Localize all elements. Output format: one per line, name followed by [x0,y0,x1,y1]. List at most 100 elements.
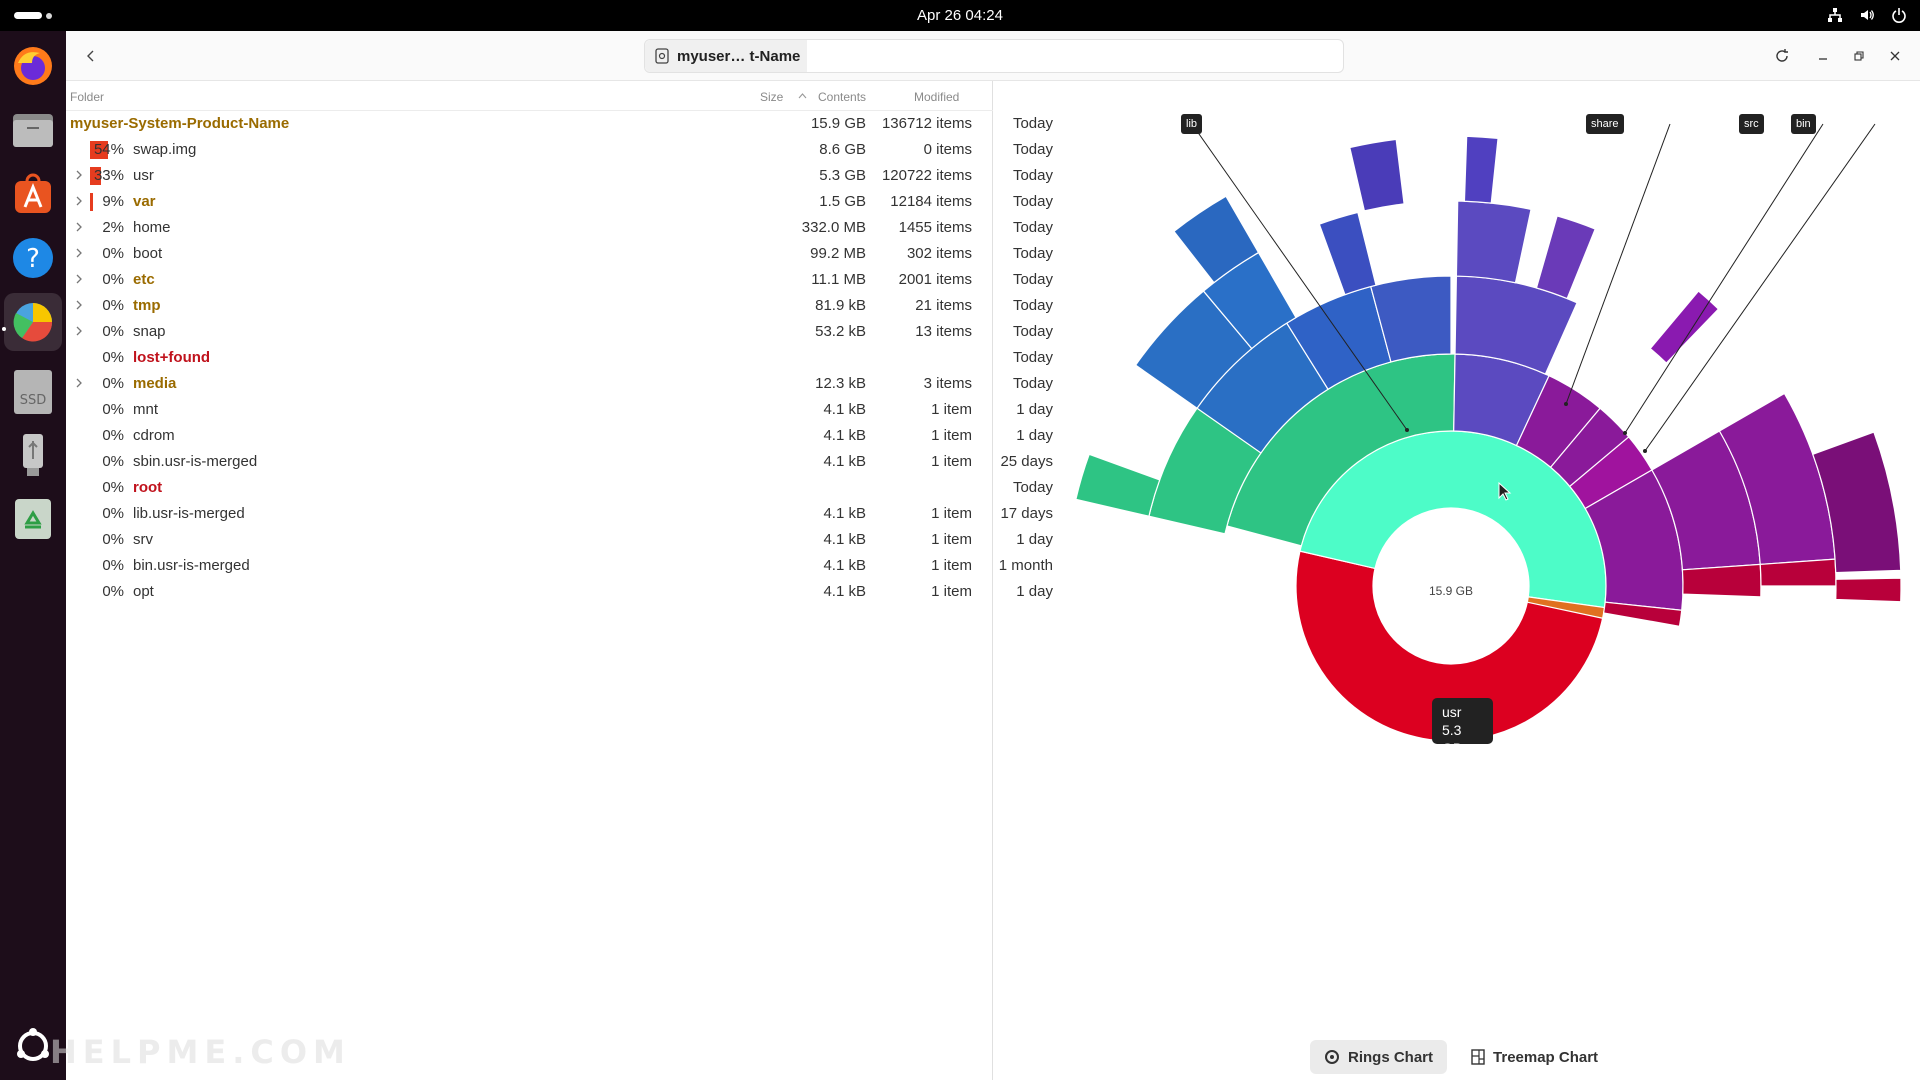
ring-deep-1[interactable] [1075,453,1161,517]
tree-row[interactable]: 0% etc 11.1 MB 2001 items Today [66,267,1053,293]
tree-row[interactable]: 9% var 1.5 GB 12184 items Today [66,189,1053,215]
minimize-button[interactable] [1808,41,1838,71]
network-icon[interactable] [1824,4,1846,26]
folder-modified: Today [1012,115,1053,132]
chevron-right-icon[interactable] [73,324,85,338]
tree-row[interactable]: 0% srv 4.1 kB 1 item 1 day [66,527,1053,553]
tree-row[interactable]: 0% bin.usr-is-merged 4.1 kB 1 item 1 month [66,553,1053,579]
back-button[interactable] [76,41,106,71]
rings-chart-button[interactable]: Rings Chart [1310,1040,1448,1074]
tree-row[interactable]: 0% lost+found Today [66,345,1053,371]
folder-modified: Today [1012,349,1053,366]
location-bar[interactable]: myuser… t-Name [644,39,1344,73]
folder-contents: 136712 items [881,115,972,132]
power-icon[interactable] [1888,4,1910,26]
show-apps-icon[interactable] [11,1024,55,1068]
ring-misc-a[interactable] [1681,563,1762,598]
ring-swap-img[interactable] [1295,550,1606,742]
ssd-drive-icon[interactable]: SSD [11,370,55,414]
tree-row[interactable]: 54% swap.img 8.6 GB 0 items Today [66,137,1053,163]
tree-row[interactable]: 0% boot 99.2 MB 302 items Today [66,241,1053,267]
tree-row[interactable]: 33% usr 5.3 GB 120722 items Today [66,163,1053,189]
rings-chart-pane[interactable]: 15.9 GB lib share src bin usr 5.3 GB [993,81,1920,1080]
tree-row-root[interactable]: myuser-System-Product-Name 15.9 GB 13671… [66,111,1053,137]
tree-row[interactable]: 0% root Today [66,475,1053,501]
chart-label-bin: bin [1791,114,1816,134]
ring-center[interactable] [1375,510,1527,662]
ring-deep-14[interactable] [1835,577,1902,603]
folder-name: var [133,193,156,210]
tooltip-size: 5.3 GB [1442,722,1463,756]
folder-modified: Today [1012,245,1053,262]
tree-row[interactable]: 0% media 12.3 kB 3 items Today [66,371,1053,397]
close-button[interactable] [1880,41,1910,71]
chevron-right-icon[interactable] [73,194,85,208]
folder-modified: 1 day [1016,427,1053,444]
folder-modified: Today [1012,375,1053,392]
ring-deep-7[interactable] [1649,290,1720,364]
percent-text: 0% [102,401,124,418]
chevron-right-icon[interactable] [73,246,85,260]
percent-text: 0% [102,375,124,392]
ring-lib-d[interactable] [1370,275,1452,363]
percent-text: 0% [102,583,124,600]
treemap-chart-button[interactable]: Treemap Chart [1457,1040,1612,1074]
chevron-right-icon[interactable] [73,168,85,182]
tree-row[interactable]: 0% opt 4.1 kB 1 item 1 day [66,579,1053,605]
app-center-icon[interactable] [11,172,55,216]
tree-row[interactable]: 2% home 332.0 MB 1455 items Today [66,215,1053,241]
tree-row[interactable]: 0% sbin.usr-is-merged 4.1 kB 1 item 25 days [66,449,1053,475]
ring-deep-11[interactable] [1349,138,1405,212]
column-modified[interactable]: Modified [914,90,960,104]
trash-icon[interactable] [11,497,55,541]
files-icon[interactable] [11,108,55,152]
svg-text:SSD: SSD [20,393,47,408]
column-folder[interactable]: Folder [70,90,105,104]
percent-cell: 0% [90,531,124,549]
tree-row[interactable]: 0% tmp 81.9 kB 21 items Today [66,293,1053,319]
percent-cell: 33% [90,167,124,185]
maximize-button[interactable] [1844,41,1874,71]
ring-deep-9[interactable] [1759,558,1837,587]
help-icon[interactable]: ? [11,236,55,280]
percent-cell: 0% [90,505,124,523]
folder-name: lost+found [133,349,211,366]
ring-deep-6[interactable] [1535,215,1597,300]
percent-cell: 0% [90,375,124,393]
tree-row[interactable]: 0% mnt 4.1 kB 1 item 1 day [66,397,1053,423]
ring-deep-12[interactable] [1463,135,1499,204]
chevron-right-icon[interactable] [73,220,85,234]
column-size[interactable]: Size [760,90,784,104]
clock[interactable]: Apr 26 04:24 [917,7,1003,24]
system-tray[interactable] [1824,4,1910,26]
folder-tree[interactable]: Folder Size Contents Modified myuser-Sys… [66,81,1053,1080]
ring-usr-misc-3[interactable] [1602,601,1683,627]
lib-connector-dot [1405,428,1409,432]
tree-row[interactable]: 0% lib.usr-is-merged 4.1 kB 1 item 17 days [66,501,1053,527]
ring-deep-10[interactable] [1173,195,1260,284]
treemap-chart-label: Treemap Chart [1493,1048,1599,1066]
chevron-right-icon[interactable] [73,298,85,312]
ring-deep-5[interactable] [1455,200,1532,284]
volume-icon[interactable] [1856,4,1878,26]
tree-row[interactable]: 0% snap 53.2 kB 13 items Today [66,319,1053,345]
chevron-right-icon[interactable] [73,376,85,390]
tree-row[interactable]: 0% cdrom 4.1 kB 1 item 1 day [66,423,1053,449]
ring-deep-13[interactable] [1812,431,1902,574]
location-chip[interactable]: myuser… t-Name [645,40,807,72]
ring-deep-4[interactable] [1318,211,1377,296]
folder-modified: 1 day [1016,531,1053,548]
activities-button[interactable] [14,12,52,19]
folder-name: swap.img [133,141,197,158]
percent-cell: 0% [90,297,124,315]
percent-text: 0% [102,323,124,340]
firefox-icon[interactable] [11,44,55,88]
refresh-button[interactable] [1767,41,1797,71]
src-connector [1624,123,1824,434]
disk-usage-analyzer-icon[interactable] [4,293,62,351]
column-contents[interactable]: Contents [818,90,867,104]
chevron-right-icon[interactable] [73,272,85,286]
usb-drive-icon[interactable] [11,433,55,477]
rings-chart[interactable] [993,81,1920,781]
folder-modified: Today [1012,479,1053,496]
